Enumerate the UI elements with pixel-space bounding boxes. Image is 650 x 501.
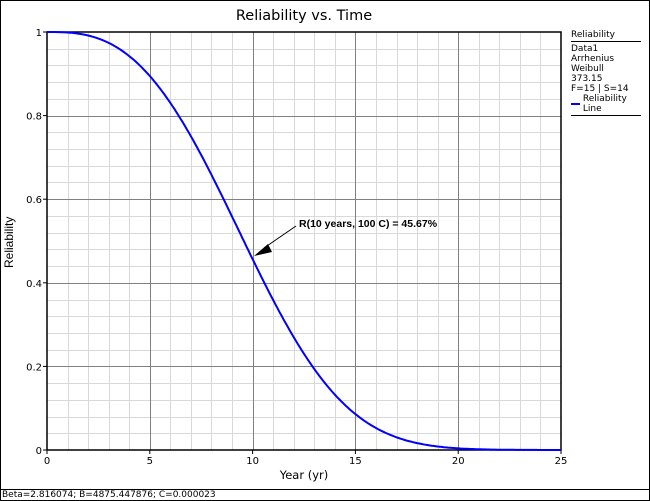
svg-text:0.2: 0.2 (26, 362, 42, 373)
legend-line-data: Data1 (571, 44, 599, 54)
svg-text:0.8: 0.8 (26, 112, 42, 123)
svg-text:0: 0 (36, 446, 42, 457)
svg-text:0.6: 0.6 (26, 195, 42, 206)
legend-line-model: Arrhenius (571, 54, 615, 64)
major-grid (47, 32, 561, 450)
annotation-arrowhead (254, 244, 272, 256)
legend-line-distribution: Weibull (571, 64, 604, 74)
status-bar: Beta=2.816074; B=4875.447876; C=0.000023 (0, 489, 650, 500)
chart-title: Reliability vs. Time (235, 8, 373, 24)
legend: Reliability Data1 Arrhenius Weibull 373.… (571, 30, 641, 116)
reliability-line (47, 31, 561, 451)
line-swatch-icon (571, 103, 580, 105)
legend-title: Reliability (571, 30, 641, 42)
x-axis-label: Year (yr) (279, 468, 329, 482)
y-axis-label: Reliability (2, 216, 16, 268)
legend-series-label: Reliability Line (582, 94, 627, 114)
annotation-label: R(10 years, 100 C) = 45.67% (299, 218, 438, 230)
annotation-arrow-line (263, 225, 297, 249)
svg-text:0: 0 (44, 456, 50, 467)
svg-text:15: 15 (349, 456, 362, 467)
svg-text:1: 1 (36, 28, 42, 39)
x-axis-ticks: 0 5 10 15 20 25 (44, 450, 568, 467)
plot-border (46, 31, 562, 451)
svg-text:10: 10 (246, 456, 259, 467)
svg-text:5: 5 (147, 456, 153, 467)
y-axis-ticks: 0 0.2 0.4 0.6 0.8 1 (26, 28, 47, 457)
legend-line-stress: 373.15 (571, 74, 603, 84)
legend-series-entry[interactable]: Reliability Line (571, 94, 641, 116)
svg-text:0.4: 0.4 (26, 279, 42, 290)
svg-text:20: 20 (452, 456, 465, 467)
legend-line-counts: F=15 | S=14 (571, 84, 629, 94)
minor-grid (47, 32, 561, 450)
svg-text:25: 25 (555, 456, 568, 467)
